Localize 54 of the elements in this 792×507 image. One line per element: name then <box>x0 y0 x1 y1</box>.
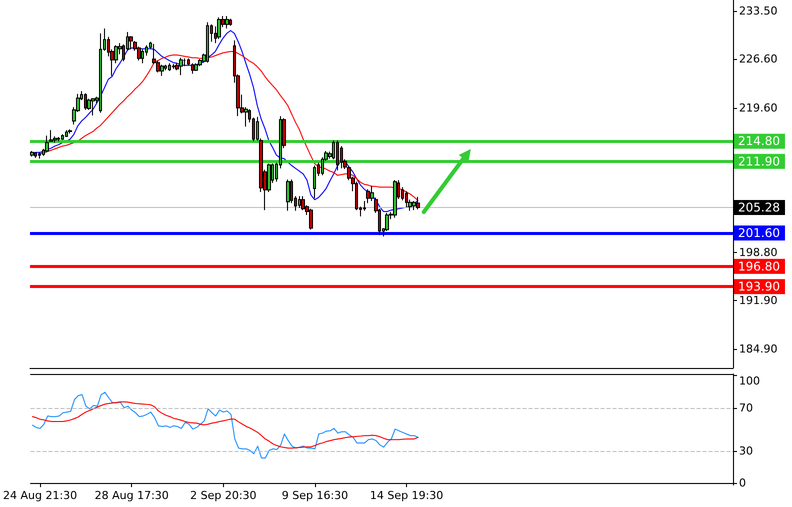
y-tick-label: 198.80 <box>739 246 778 260</box>
candlestick <box>309 208 313 230</box>
candlestick <box>412 200 416 211</box>
candlestick <box>84 92 87 110</box>
candlestick <box>217 16 221 40</box>
candlestick <box>68 128 72 134</box>
y-tick-label: 0 <box>739 476 746 490</box>
ref-line-label: 193.90 <box>738 280 780 294</box>
candlestick <box>34 152 37 158</box>
candlestick <box>229 18 232 26</box>
candlestick <box>313 165 316 199</box>
y-tick-label: 233.50 <box>739 4 778 18</box>
y-tick-label: 226.60 <box>739 52 778 66</box>
line-series <box>31 30 418 212</box>
candlestick <box>225 16 229 30</box>
candlestick <box>99 32 102 114</box>
candlestick <box>91 98 95 116</box>
candlestick <box>194 62 198 72</box>
x-tick-label: 28 Aug 17:30 <box>94 489 169 502</box>
candlestick <box>172 64 175 70</box>
candlestick <box>38 152 41 160</box>
y-tick-label: 100 <box>739 374 760 388</box>
candlestick <box>393 180 397 218</box>
x-tick-label: 14 Sep 19:30 <box>370 489 444 502</box>
y-tick-label: 184.90 <box>739 342 778 356</box>
candlestick <box>206 22 209 64</box>
candlestick <box>168 62 171 72</box>
candlestick <box>298 196 301 208</box>
ref-line-label: 211.90 <box>738 154 780 168</box>
x-tick-label: 2 Sep 20:30 <box>190 489 257 502</box>
line-series <box>39 50 418 201</box>
y-tick-label: 70 <box>739 401 753 414</box>
y-tick-label: 219.60 <box>739 101 778 114</box>
candlestick <box>336 140 339 171</box>
y-tick-label: 191.90 <box>739 294 778 308</box>
candlestick <box>191 62 194 74</box>
ref-line-label: 201.60 <box>738 226 780 240</box>
candlestick <box>141 48 144 64</box>
candlestick <box>129 36 133 50</box>
candlestick <box>30 150 34 158</box>
candlestick <box>366 188 370 204</box>
ref-line-label: 214.80 <box>738 134 780 148</box>
x-tick-label: 9 Sep 16:30 <box>282 489 348 502</box>
candlestick <box>405 190 408 208</box>
candlestick <box>179 57 183 76</box>
ref-line-label: 196.80 <box>738 259 780 274</box>
candlestick <box>65 130 68 138</box>
candlestick <box>160 64 164 76</box>
candlestick <box>416 196 420 210</box>
candlestick <box>301 196 305 211</box>
x-tick-label: 24 Aug 21:30 <box>2 489 78 502</box>
ref-line-label: 205.28 <box>738 200 780 214</box>
y-tick-label: 30 <box>739 444 753 458</box>
candlestick <box>286 178 290 212</box>
